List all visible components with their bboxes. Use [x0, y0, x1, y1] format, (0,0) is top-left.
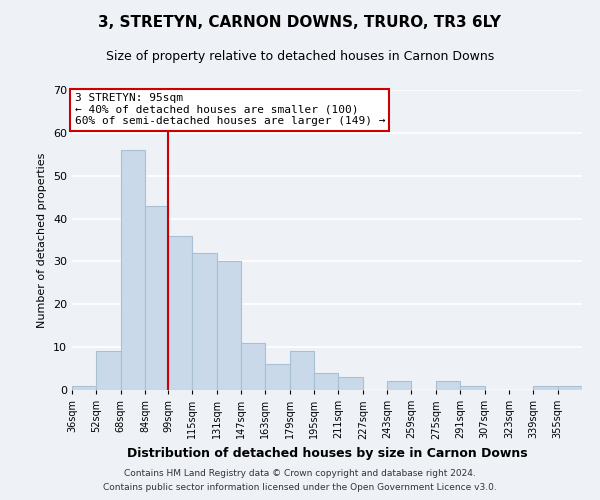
Bar [72, 386, 97, 390]
Text: Contains public sector information licensed under the Open Government Licence v3: Contains public sector information licen… [103, 484, 497, 492]
Bar [338, 377, 363, 390]
Text: 3, STRETYN, CARNON DOWNS, TRURO, TR3 6LY: 3, STRETYN, CARNON DOWNS, TRURO, TR3 6LY [98, 15, 502, 30]
Bar [168, 236, 192, 390]
Bar [265, 364, 290, 390]
Bar [97, 352, 121, 390]
X-axis label: Distribution of detached houses by size in Carnon Downs: Distribution of detached houses by size … [127, 447, 527, 460]
Text: Size of property relative to detached houses in Carnon Downs: Size of property relative to detached ho… [106, 50, 494, 63]
Bar [192, 253, 217, 390]
Bar [460, 386, 485, 390]
Text: 3 STRETYN: 95sqm
← 40% of detached houses are smaller (100)
60% of semi-detached: 3 STRETYN: 95sqm ← 40% of detached house… [74, 93, 385, 126]
Y-axis label: Number of detached properties: Number of detached properties [37, 152, 47, 328]
Bar [290, 352, 314, 390]
Bar [217, 262, 241, 390]
Bar [145, 206, 168, 390]
Bar [557, 386, 582, 390]
Bar [436, 382, 460, 390]
Text: Contains HM Land Registry data © Crown copyright and database right 2024.: Contains HM Land Registry data © Crown c… [124, 468, 476, 477]
Bar [533, 386, 557, 390]
Bar [387, 382, 412, 390]
Bar [314, 373, 338, 390]
Bar [241, 343, 265, 390]
Bar [121, 150, 145, 390]
